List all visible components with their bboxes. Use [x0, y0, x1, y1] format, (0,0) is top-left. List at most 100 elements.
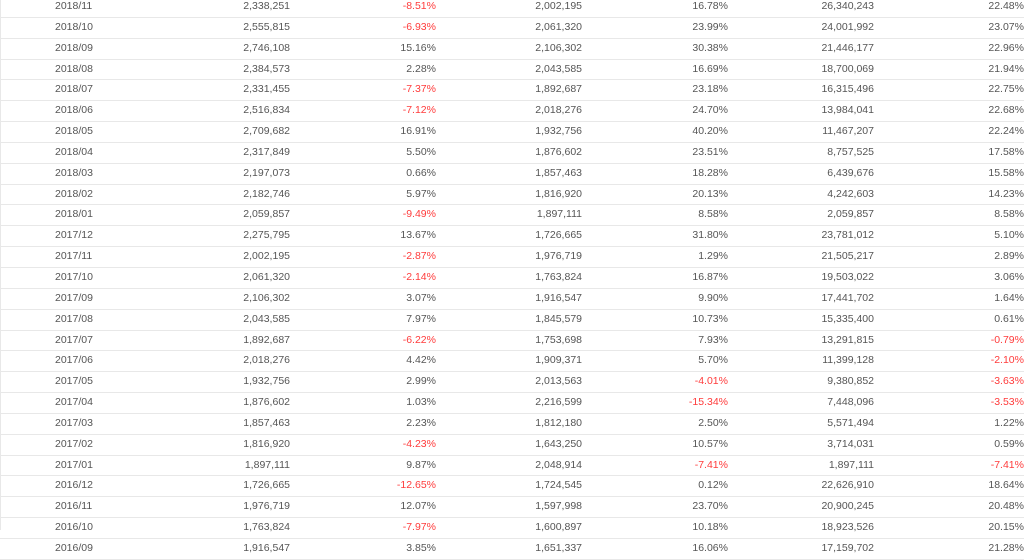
- cell-change-c: 5.10%: [874, 225, 1024, 248]
- table-row: 2017/02 1,816,920 -4.23% 1,643,250 10.57…: [0, 434, 1024, 456]
- table-row: 2018/11 2,338,251 -8.51% 2,002,195 16.78…: [0, 0, 1024, 18]
- cell-month: 2017/03: [0, 413, 146, 435]
- cell-month: 2016/11: [0, 496, 146, 519]
- cell-change-b: 16.87%: [582, 267, 728, 289]
- cell-value-a: 1,876,602: [146, 392, 290, 414]
- table-row: 2018/04 2,317,849 5.50% 1,876,602 23.51%…: [0, 142, 1024, 164]
- cell-change-b: 10.57%: [582, 434, 728, 456]
- cell-change-a: -6.93%: [290, 17, 436, 39]
- cell-value-a: 1,932,756: [146, 371, 290, 394]
- cell-value-c: 11,399,128: [728, 350, 874, 373]
- table-row: 2017/12 2,275,795 13.67% 1,726,665 31.80…: [0, 225, 1024, 248]
- cell-change-c: 23.07%: [874, 17, 1024, 39]
- cell-change-a: 3.85%: [290, 538, 436, 560]
- cell-change-a: -2.14%: [290, 267, 436, 289]
- cell-value-c: 4,242,603: [728, 184, 874, 206]
- cell-value-b: 1,876,602: [436, 142, 582, 164]
- cell-value-a: 2,555,815: [146, 17, 290, 39]
- cell-value-c: 22,626,910: [728, 475, 874, 498]
- cell-change-b: 20.13%: [582, 184, 728, 206]
- cell-month: 2018/06: [0, 100, 146, 123]
- cell-change-b: 2.50%: [582, 413, 728, 435]
- cell-value-c: 20,900,245: [728, 496, 874, 519]
- cell-change-c: 0.59%: [874, 434, 1024, 456]
- cell-value-a: 1,726,665: [146, 475, 290, 498]
- cell-month: 2018/04: [0, 142, 146, 164]
- cell-change-a: -6.22%: [290, 330, 436, 352]
- cell-change-b: -15.34%: [582, 392, 728, 414]
- cell-month: 2018/09: [0, 38, 146, 60]
- cell-month: 2018/10: [0, 17, 146, 39]
- cell-change-c: 1.64%: [874, 288, 1024, 310]
- cell-value-c: 18,700,069: [728, 59, 874, 81]
- table-row: 2018/08 2,384,573 2.28% 2,043,585 16.69%…: [0, 59, 1024, 81]
- cell-month: 2016/10: [0, 517, 146, 539]
- cell-value-c: 8,757,525: [728, 142, 874, 164]
- cell-change-c: -3.53%: [874, 392, 1024, 414]
- cell-value-a: 1,976,719: [146, 496, 290, 519]
- table-row: 2018/09 2,746,108 15.16% 2,106,302 30.38…: [0, 38, 1024, 60]
- table-row: 2017/09 2,106,302 3.07% 1,916,547 9.90% …: [0, 288, 1024, 310]
- table-row: 2017/06 2,018,276 4.42% 1,909,371 5.70% …: [0, 350, 1024, 373]
- cell-month: 2018/01: [0, 204, 146, 227]
- cell-month: 2017/02: [0, 434, 146, 456]
- cell-value-a: 1,897,111: [146, 455, 290, 477]
- cell-value-a: 2,018,276: [146, 350, 290, 373]
- cell-value-a: 2,709,682: [146, 121, 290, 143]
- cell-month: 2018/03: [0, 163, 146, 185]
- cell-change-c: 0.61%: [874, 309, 1024, 331]
- cell-change-c: 22.68%: [874, 100, 1024, 123]
- cell-value-b: 1,897,111: [436, 204, 582, 227]
- cell-change-a: 12.07%: [290, 496, 436, 519]
- cell-change-c: -0.79%: [874, 330, 1024, 352]
- cell-change-a: 13.67%: [290, 225, 436, 248]
- cell-change-a: 9.87%: [290, 455, 436, 477]
- cell-change-b: -4.01%: [582, 371, 728, 394]
- cell-change-c: 21.94%: [874, 59, 1024, 81]
- cell-value-b: 2,043,585: [436, 59, 582, 81]
- cell-value-c: 15,335,400: [728, 309, 874, 331]
- cell-month: 2017/05: [0, 371, 146, 394]
- cell-value-b: 2,018,276: [436, 100, 582, 123]
- cell-month: 2017/11: [0, 246, 146, 268]
- cell-value-a: 2,338,251: [146, 0, 290, 18]
- table-row: 2018/06 2,516,834 -7.12% 2,018,276 24.70…: [0, 100, 1024, 123]
- cell-change-a: 5.97%: [290, 184, 436, 206]
- cell-value-a: 1,916,547: [146, 538, 290, 560]
- table-row: 2017/08 2,043,585 7.97% 1,845,579 10.73%…: [0, 309, 1024, 331]
- cell-value-a: 2,002,195: [146, 246, 290, 268]
- table-row: 2018/10 2,555,815 -6.93% 2,061,320 23.99…: [0, 17, 1024, 39]
- cell-change-a: -4.23%: [290, 434, 436, 456]
- table-row: 2018/02 2,182,746 5.97% 1,816,920 20.13%…: [0, 184, 1024, 206]
- cell-change-c: 14.23%: [874, 184, 1024, 206]
- cell-value-b: 1,816,920: [436, 184, 582, 206]
- cell-change-c: 22.24%: [874, 121, 1024, 143]
- cell-value-c: 23,781,012: [728, 225, 874, 248]
- cell-value-c: 16,315,496: [728, 79, 874, 102]
- cell-value-a: 2,746,108: [146, 38, 290, 60]
- cell-value-c: 17,159,702: [728, 538, 874, 560]
- cell-month: 2018/02: [0, 184, 146, 206]
- cell-value-a: 2,106,302: [146, 288, 290, 310]
- cell-change-a: 2.99%: [290, 371, 436, 394]
- table-row: 2018/01 2,059,857 -9.49% 1,897,111 8.58%…: [0, 204, 1024, 227]
- cell-value-c: 3,714,031: [728, 434, 874, 456]
- cell-change-a: 16.91%: [290, 121, 436, 143]
- cell-value-b: 1,600,897: [436, 517, 582, 539]
- cell-month: 2017/08: [0, 309, 146, 331]
- cell-change-c: 20.15%: [874, 517, 1024, 539]
- cell-change-a: 15.16%: [290, 38, 436, 60]
- table-row: 2018/07 2,331,455 -7.37% 1,892,687 23.18…: [0, 79, 1024, 102]
- cell-change-b: 9.90%: [582, 288, 728, 310]
- cell-change-a: 2.28%: [290, 59, 436, 81]
- cell-month: 2018/11: [0, 0, 146, 18]
- cell-change-b: 10.73%: [582, 309, 728, 331]
- cell-month: 2018/07: [0, 79, 146, 102]
- table-row: 2018/03 2,197,073 0.66% 1,857,463 18.28%…: [0, 163, 1024, 185]
- cell-value-b: 1,932,756: [436, 121, 582, 143]
- cell-change-c: -2.10%: [874, 350, 1024, 373]
- cell-change-a: -12.65%: [290, 475, 436, 498]
- cell-value-a: 2,331,455: [146, 79, 290, 102]
- cell-value-b: 2,106,302: [436, 38, 582, 60]
- cell-change-a: 7.97%: [290, 309, 436, 331]
